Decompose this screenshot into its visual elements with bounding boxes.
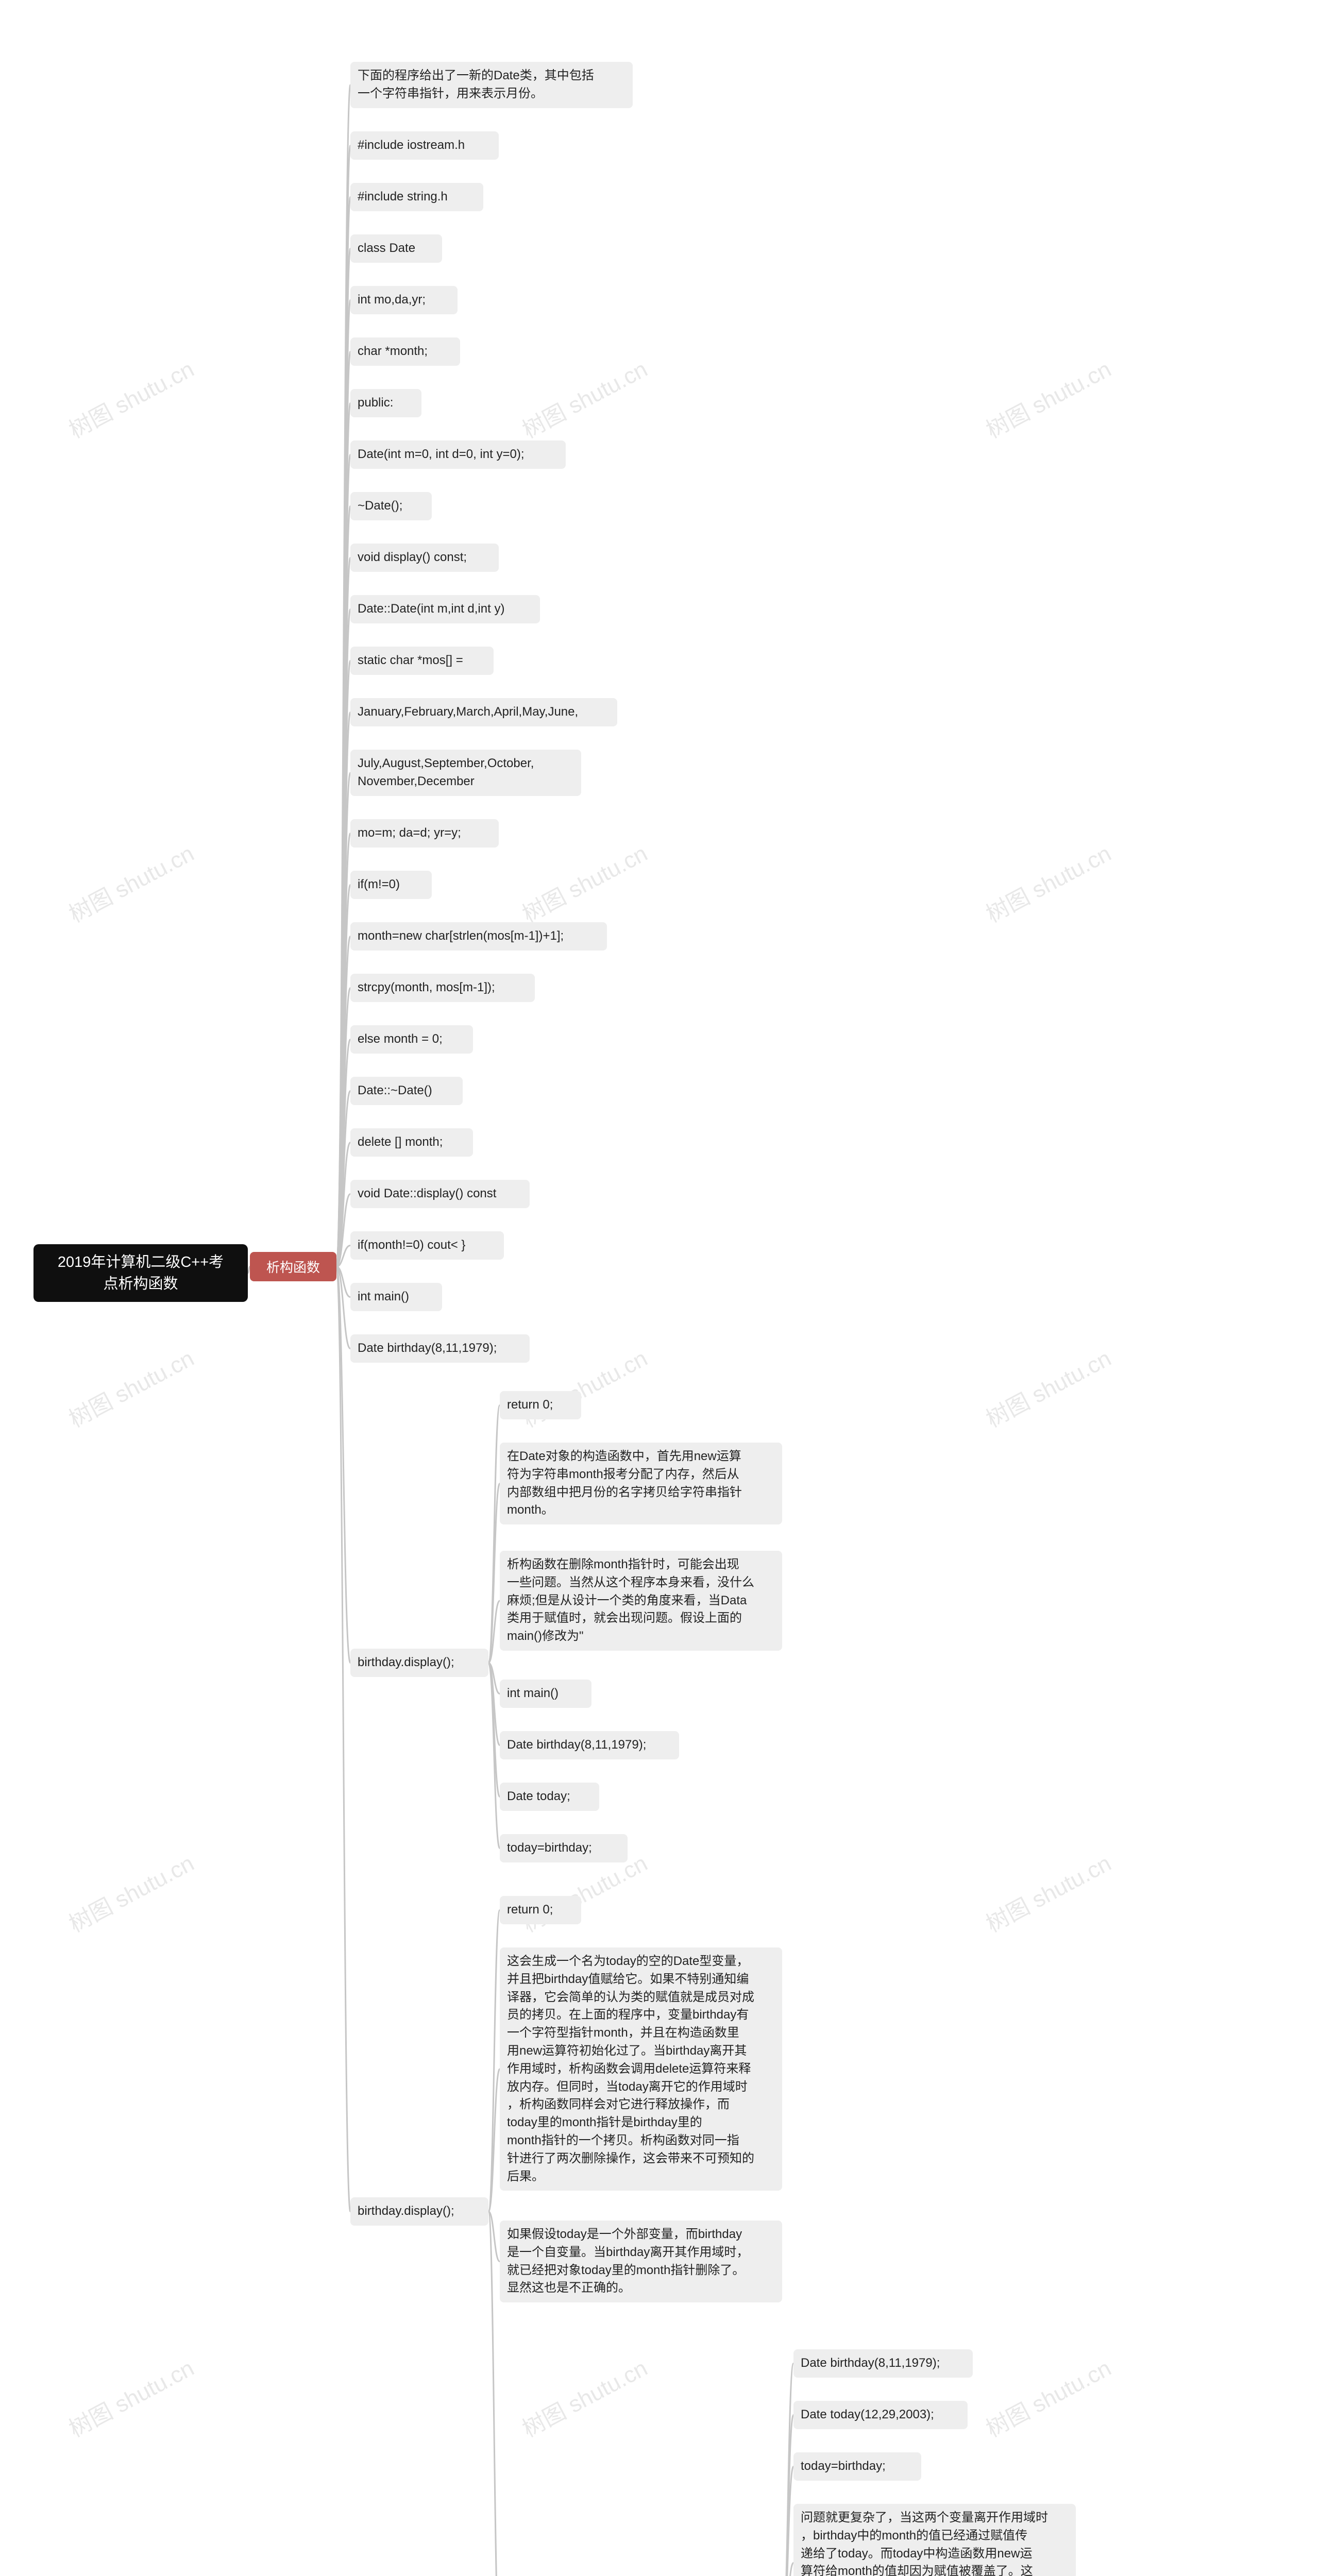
- leaf-g2a: return 0;: [500, 1896, 581, 1924]
- watermark: 树图 shutu.cn: [516, 835, 652, 929]
- leaf-c10: void display() const;: [350, 544, 499, 572]
- leaf-c15: mo=m; da=d; yr=y;: [350, 819, 499, 848]
- leaf-g1a: return 0;: [500, 1391, 581, 1419]
- watermark: 树图 shutu.cn: [62, 1845, 199, 1939]
- watermark: 树图 shutu.cn: [516, 351, 652, 445]
- leaf-c22: void Date::display() const: [350, 1180, 530, 1208]
- leaf-g3c: today=birthday;: [793, 2452, 921, 2481]
- watermark: 树图 shutu.cn: [979, 835, 1116, 929]
- leaf-c1: 下面的程序给出了一新的Date类，其中包括 一个字符串指针，用来表示月份。: [350, 62, 633, 108]
- leaf-c21: delete [] month;: [350, 1128, 473, 1157]
- leaf-g2c: 如果假设today是一个外部变量，而birthday 是一个自变量。当birth…: [500, 2221, 782, 2302]
- leaf-c9: ~Date();: [350, 492, 432, 520]
- leaf-c13: January,February,March,April,May,June,: [350, 698, 617, 726]
- leaf-g1c: 析构函数在删除month指针时，可能会出现 一些问题。当然从这个程序本身来看，没…: [500, 1551, 782, 1651]
- leaf-c25: Date birthday(8,11,1979);: [350, 1334, 530, 1363]
- root-node: 2019年计算机二级C++考 点析构函数: [33, 1244, 248, 1302]
- leaf-c11: Date::Date(int m,int d,int y): [350, 595, 540, 623]
- leaf-c23: if(month!=0) cout< }: [350, 1231, 504, 1260]
- leaf-c27: birthday.display();: [350, 2197, 488, 2226]
- watermark: 树图 shutu.cn: [62, 2350, 199, 2444]
- leaf-c5: int mo,da,yr;: [350, 286, 458, 314]
- leaf-c7: public:: [350, 389, 421, 417]
- leaf-g2b: 这会生成一个名为today的空的Date型变量， 并且把birthday值赋给它…: [500, 1947, 782, 2191]
- mindmap-canvas: 树图 shutu.cn 树图 shutu.cn 树图 shutu.cn 树图 shut…: [0, 0, 1319, 2576]
- leaf-g1f: Date today;: [500, 1783, 599, 1811]
- watermark: 树图 shutu.cn: [516, 1340, 652, 1434]
- leaf-g3d: 问题就更复杂了，当这两个变量离开作用域时 ，birthday中的month的值已…: [793, 2504, 1076, 2576]
- leaf-g3b: Date today(12,29,2003);: [793, 2401, 968, 2429]
- leaf-c2: #include iostream.h: [350, 131, 499, 160]
- leaf-g1g: today=birthday;: [500, 1834, 628, 1862]
- watermark: 树图 shutu.cn: [979, 1340, 1116, 1434]
- leaf-g1b: 在Date对象的构造函数中，首先用new运算 符为字符串month报考分配了内存…: [500, 1443, 782, 1524]
- leaf-c6: char *month;: [350, 337, 460, 366]
- leaf-c20: Date::~Date(): [350, 1077, 463, 1105]
- leaf-c14: July,August,September,October, November,…: [350, 750, 581, 796]
- leaf-c8: Date(int m=0, int d=0, int y=0);: [350, 440, 566, 469]
- leaf-c16: if(m!=0): [350, 871, 432, 899]
- watermark: 树图 shutu.cn: [62, 835, 199, 929]
- watermark: 树图 shutu.cn: [979, 2350, 1116, 2444]
- watermark: 树图 shutu.cn: [516, 2350, 652, 2444]
- leaf-c12: static char *mos[] =: [350, 647, 494, 675]
- watermark: 树图 shutu.cn: [62, 351, 199, 445]
- category-node: 析构函数: [250, 1252, 336, 1281]
- watermark: 树图 shutu.cn: [62, 1340, 199, 1434]
- leaf-c4: class Date: [350, 234, 442, 263]
- leaf-g3a: Date birthday(8,11,1979);: [793, 2349, 973, 2378]
- leaf-c26: birthday.display();: [350, 1649, 488, 1677]
- leaf-c19: else month = 0;: [350, 1025, 473, 1054]
- watermark: 树图 shutu.cn: [979, 351, 1116, 445]
- leaf-g1d: int main(): [500, 1680, 591, 1708]
- leaf-c17: month=new char[strlen(mos[m-1])+1];: [350, 922, 607, 951]
- watermark: 树图 shutu.cn: [979, 1845, 1116, 1939]
- leaf-c24: int main(): [350, 1283, 442, 1311]
- leaf-c3: #include string.h: [350, 183, 483, 211]
- leaf-g1e: Date birthday(8,11,1979);: [500, 1731, 679, 1759]
- leaf-c18: strcpy(month, mos[m-1]);: [350, 974, 535, 1002]
